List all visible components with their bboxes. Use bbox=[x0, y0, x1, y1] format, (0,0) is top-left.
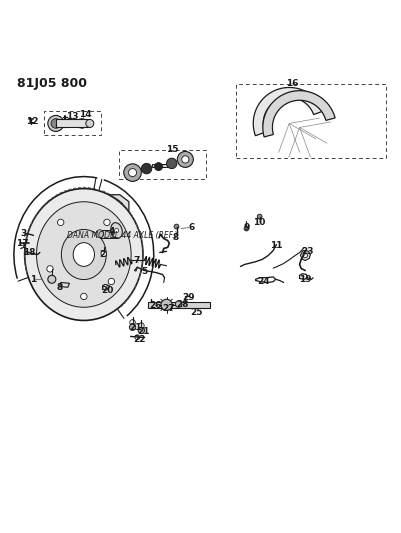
Circle shape bbox=[130, 324, 136, 330]
Text: 2: 2 bbox=[99, 250, 106, 259]
Text: 26: 26 bbox=[150, 301, 162, 310]
Text: 25: 25 bbox=[190, 308, 203, 317]
Circle shape bbox=[166, 158, 177, 168]
Circle shape bbox=[138, 327, 144, 334]
Circle shape bbox=[130, 320, 136, 325]
Text: 18: 18 bbox=[23, 248, 36, 256]
Circle shape bbox=[108, 278, 115, 285]
Circle shape bbox=[175, 301, 182, 307]
Polygon shape bbox=[253, 87, 323, 136]
Bar bbox=[152, 164, 168, 167]
Bar bbox=[119, 150, 207, 179]
Circle shape bbox=[174, 224, 179, 229]
Bar bbox=[44, 111, 101, 135]
Text: 27: 27 bbox=[162, 304, 175, 313]
Text: 1: 1 bbox=[30, 275, 36, 284]
Text: 8: 8 bbox=[172, 233, 179, 242]
Circle shape bbox=[48, 275, 56, 283]
Text: 8: 8 bbox=[57, 283, 63, 292]
Circle shape bbox=[177, 151, 193, 167]
Bar bbox=[237, 84, 386, 158]
Circle shape bbox=[124, 164, 142, 181]
Circle shape bbox=[112, 230, 120, 238]
Text: 3: 3 bbox=[21, 229, 27, 238]
Text: 14: 14 bbox=[79, 110, 92, 119]
Ellipse shape bbox=[73, 243, 95, 266]
Text: 13: 13 bbox=[66, 112, 78, 121]
Bar bbox=[100, 230, 116, 238]
Circle shape bbox=[142, 164, 152, 174]
Text: 21: 21 bbox=[130, 323, 142, 332]
Bar bbox=[109, 204, 117, 210]
Text: 5: 5 bbox=[142, 267, 148, 276]
Text: 17: 17 bbox=[16, 239, 28, 248]
Text: 81J05 800: 81J05 800 bbox=[18, 77, 87, 90]
Circle shape bbox=[129, 168, 137, 176]
Text: 28: 28 bbox=[176, 300, 189, 309]
Ellipse shape bbox=[36, 202, 131, 307]
Circle shape bbox=[104, 219, 110, 225]
Text: 12: 12 bbox=[26, 117, 39, 126]
Text: 16: 16 bbox=[286, 79, 299, 88]
Ellipse shape bbox=[25, 189, 143, 320]
Circle shape bbox=[161, 299, 172, 310]
Text: 11: 11 bbox=[270, 241, 283, 250]
Circle shape bbox=[57, 219, 64, 225]
Circle shape bbox=[103, 285, 108, 290]
Polygon shape bbox=[104, 199, 123, 214]
Text: 7: 7 bbox=[134, 256, 140, 265]
Ellipse shape bbox=[61, 229, 106, 280]
Circle shape bbox=[81, 293, 87, 300]
Text: 29: 29 bbox=[182, 293, 195, 302]
Text: 10: 10 bbox=[253, 218, 266, 227]
Circle shape bbox=[244, 226, 249, 231]
Circle shape bbox=[47, 265, 53, 272]
Text: 21: 21 bbox=[138, 327, 150, 336]
Circle shape bbox=[101, 251, 107, 256]
Polygon shape bbox=[300, 251, 310, 261]
Circle shape bbox=[154, 163, 162, 171]
Circle shape bbox=[86, 119, 94, 127]
Text: 24: 24 bbox=[257, 277, 270, 286]
Circle shape bbox=[48, 116, 64, 132]
Circle shape bbox=[135, 335, 140, 340]
Circle shape bbox=[182, 156, 189, 163]
Polygon shape bbox=[263, 91, 335, 137]
Text: 9: 9 bbox=[243, 223, 250, 232]
Circle shape bbox=[51, 119, 61, 128]
Text: 20: 20 bbox=[101, 286, 114, 295]
Circle shape bbox=[257, 214, 262, 219]
Circle shape bbox=[96, 230, 104, 238]
Text: 23: 23 bbox=[301, 247, 314, 256]
Text: 15: 15 bbox=[166, 145, 179, 154]
Ellipse shape bbox=[111, 223, 122, 238]
Circle shape bbox=[139, 323, 144, 328]
Text: DANA MODEL 44 AXLE (REF.): DANA MODEL 44 AXLE (REF.) bbox=[67, 231, 177, 240]
Text: 22: 22 bbox=[134, 335, 146, 344]
Bar bbox=[148, 302, 210, 308]
Polygon shape bbox=[98, 195, 129, 219]
Circle shape bbox=[303, 253, 308, 258]
Text: 4: 4 bbox=[109, 227, 115, 236]
Text: 19: 19 bbox=[299, 275, 312, 284]
Text: 6: 6 bbox=[188, 223, 195, 232]
Bar bbox=[56, 119, 90, 127]
Circle shape bbox=[115, 229, 119, 232]
